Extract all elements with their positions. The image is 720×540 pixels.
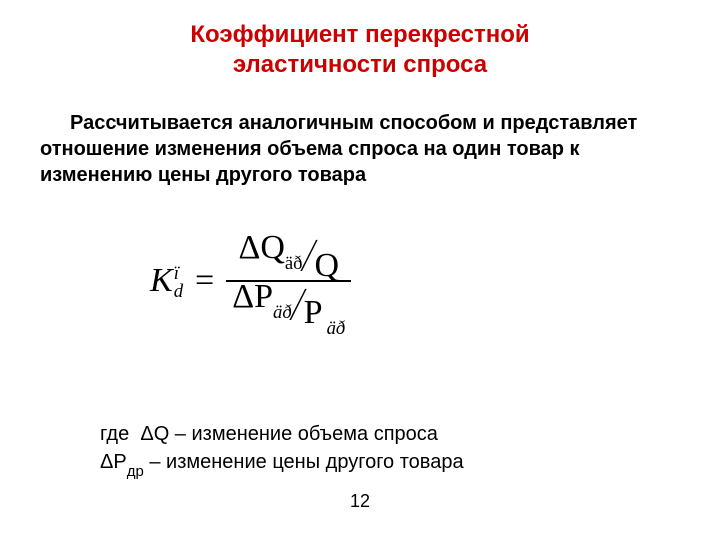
P1-sub: äð <box>273 302 292 323</box>
legend-dp-rest: – изменение цены другого товара <box>144 451 464 473</box>
legend: где ΔQ – изменение объема спроса ΔPдр – … <box>100 420 660 479</box>
formula-eq: = <box>195 262 214 300</box>
den-dp: ΔPäð <box>232 278 295 321</box>
P2-sub: äð <box>327 318 346 339</box>
formula-K-sub: d <box>174 283 183 301</box>
legend-dp-prefix: ΔP <box>100 451 127 473</box>
P1: P <box>254 278 273 315</box>
legend-dq: ΔQ – изменение объема спроса <box>140 423 438 445</box>
delta2: Δ <box>232 278 254 315</box>
fraction-denominator: ΔPäð ∕ Päð <box>226 284 351 327</box>
slide: Коэффициент перекрестной эластичности сп… <box>0 0 720 540</box>
formula-K-supsub: ï d <box>174 265 183 301</box>
formula: K ï d = ΔQäð ∕ Q <box>150 235 351 327</box>
body-paragraph: Рассчитывается аналогичным способом и пр… <box>40 110 680 188</box>
num-slashfrac: ΔQäð ∕ Q <box>238 235 339 278</box>
Q1: Q <box>260 229 285 266</box>
formula-K: K <box>150 262 173 300</box>
num-dq: ΔQäð <box>238 229 306 272</box>
slide-title: Коэффициент перекрестной эластичности сп… <box>0 20 720 80</box>
title-line1: Коэффициент перекрестной <box>190 21 529 48</box>
title-line2: эластичности спроса <box>233 51 487 78</box>
den-slashfrac: ΔPäð ∕ Päð <box>232 284 345 327</box>
delta1: Δ <box>238 229 260 266</box>
legend-dp-sub: др <box>127 463 144 480</box>
Q1-sub: äð <box>285 253 303 274</box>
page-number: 12 <box>0 491 720 512</box>
num-q: Q <box>310 247 339 285</box>
fraction-numerator: ΔQäð ∕ Q <box>232 235 345 278</box>
P2: P <box>304 294 323 331</box>
formula-fraction: ΔQäð ∕ Q ΔPäð ∕ Päð <box>226 235 351 327</box>
legend-where: где <box>100 423 129 445</box>
Q2: Q <box>314 247 339 284</box>
den-p: Päð <box>300 294 346 337</box>
